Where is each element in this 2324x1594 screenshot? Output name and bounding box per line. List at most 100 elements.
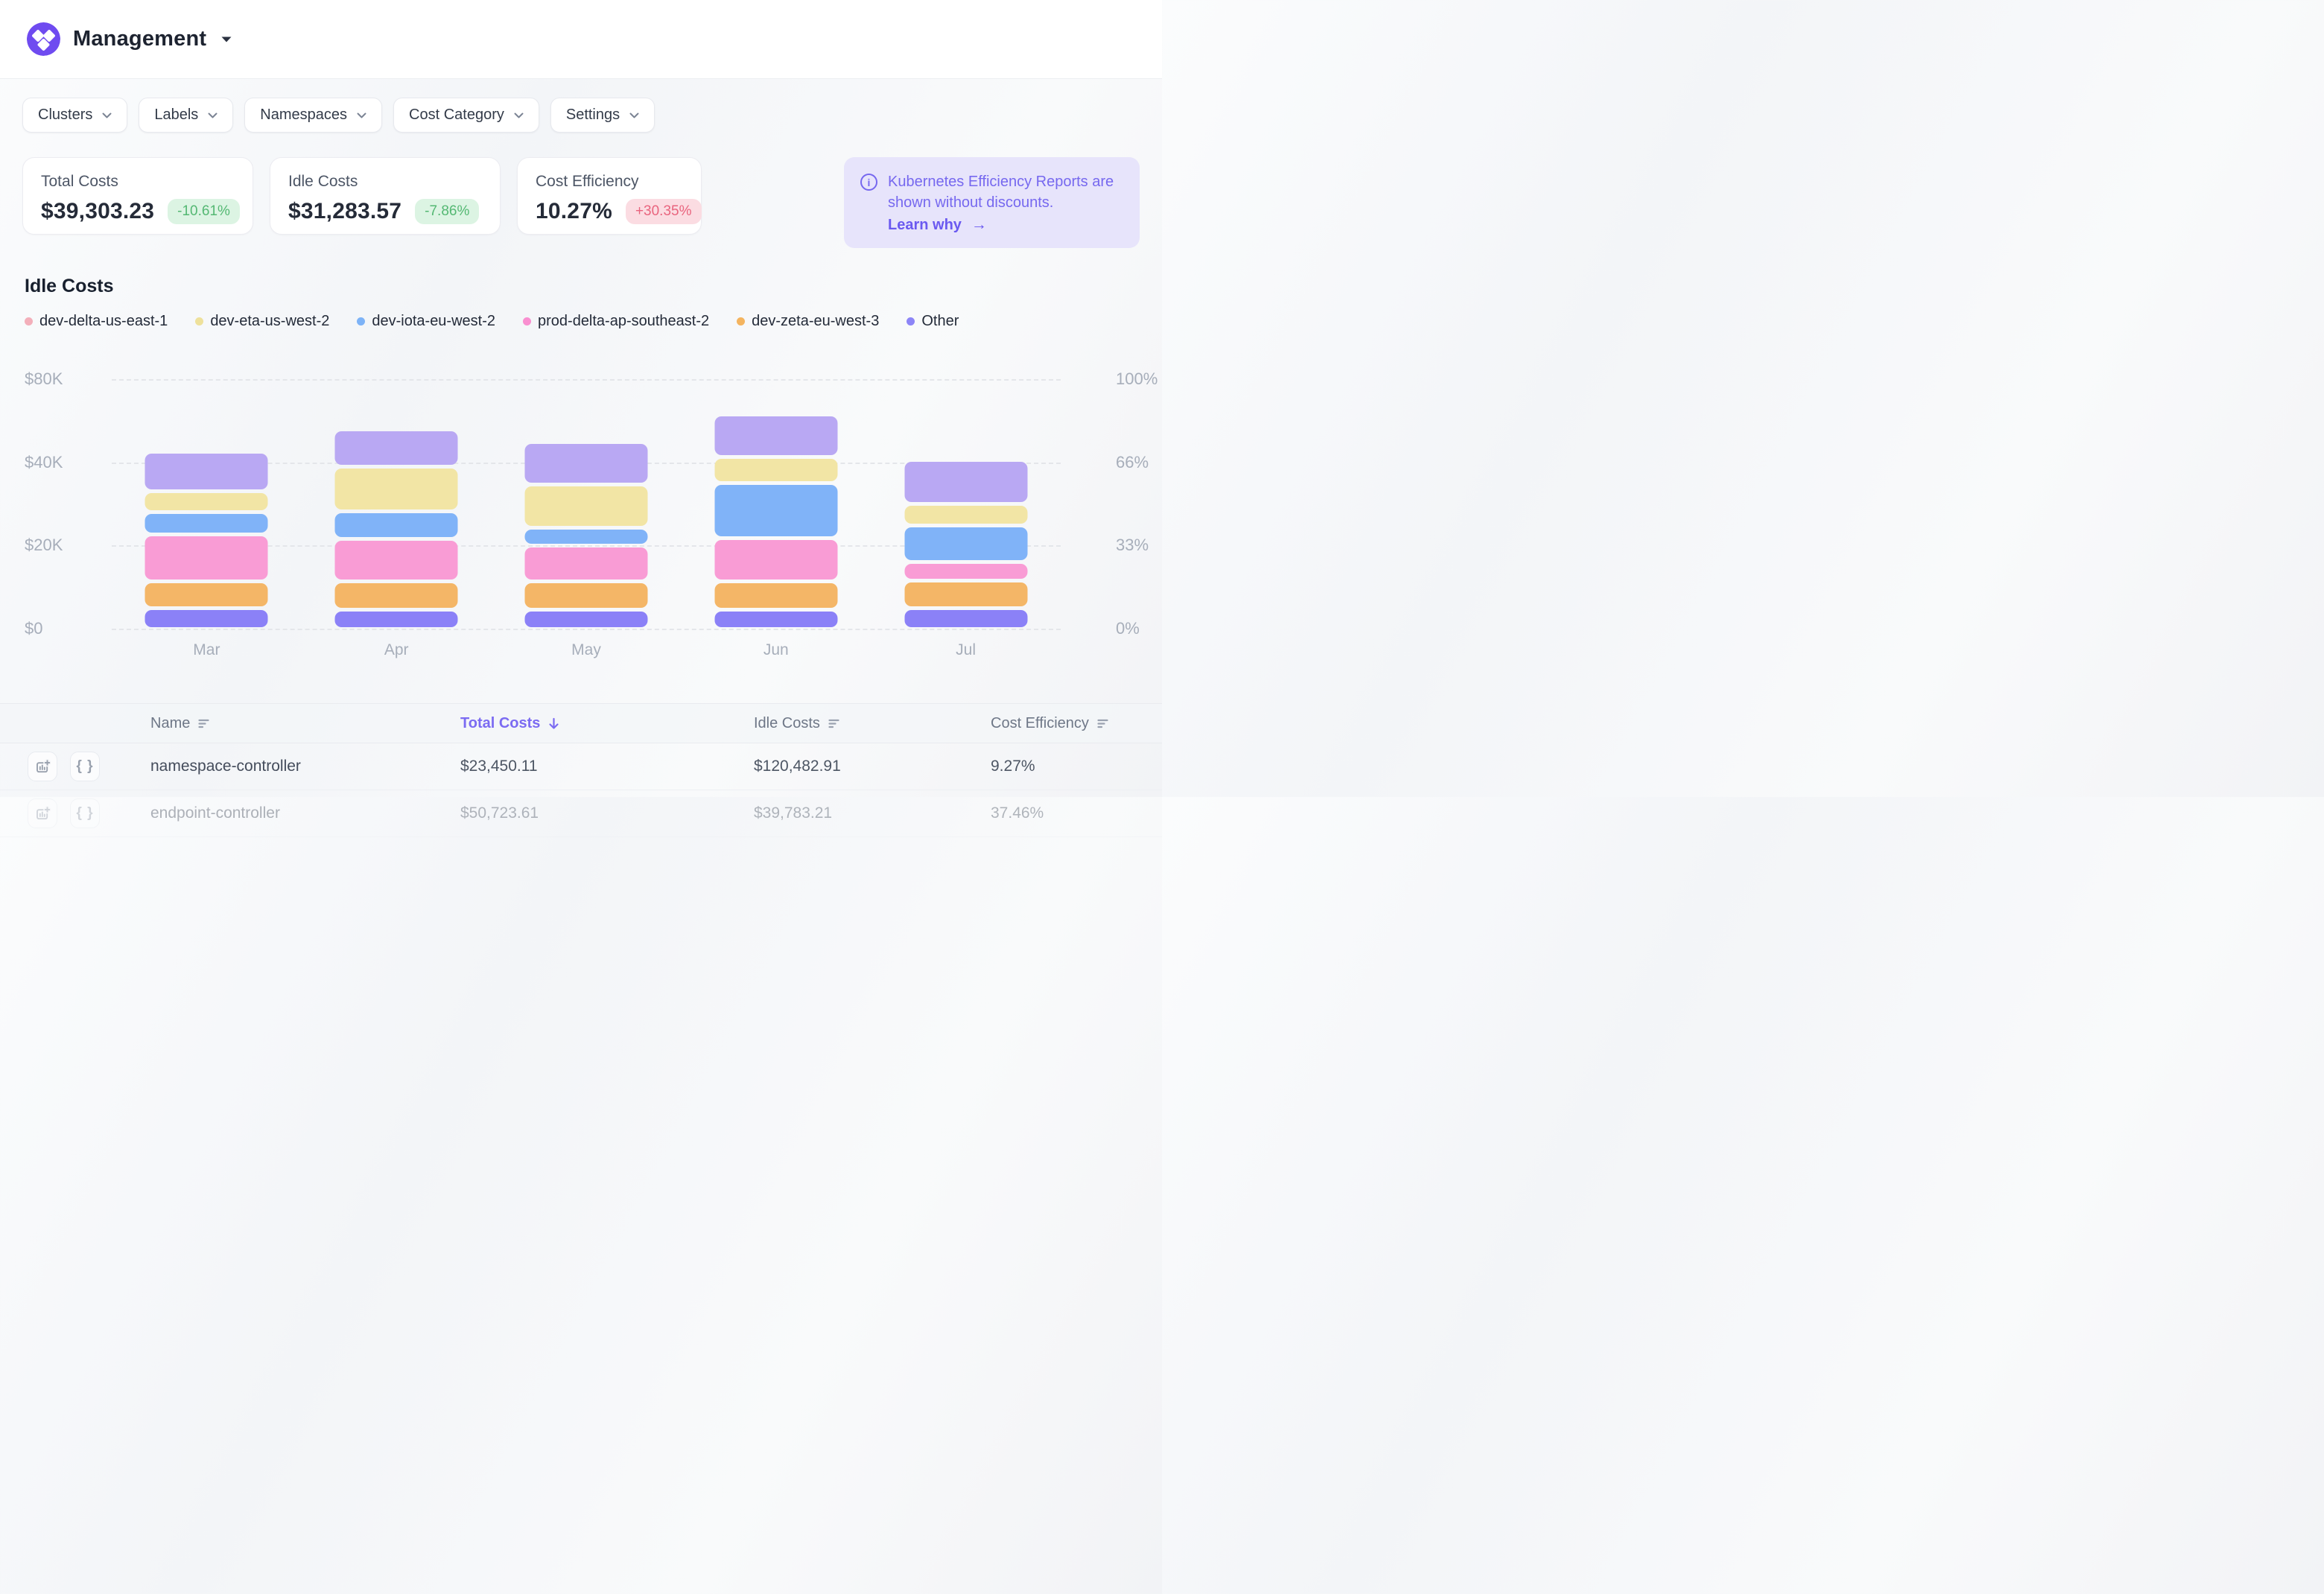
y-axis-left-label: $0 <box>25 619 43 638</box>
stat-delta-badge: -7.86% <box>415 199 480 224</box>
chart-gridline <box>112 379 1061 381</box>
idle-costs-chart: $80K 100% $40K 66% $20K 33% $0 0% Mar Apr May Jun Ju… <box>0 369 1162 679</box>
bar-segment-dev-zeta-eu-west-3 <box>714 583 838 608</box>
cell-cost-efficiency: 9.27% <box>991 758 1035 775</box>
legend-dot-icon <box>907 317 915 326</box>
legend-label: Other <box>921 313 959 329</box>
cell-total-costs: $23,450.11 <box>460 758 538 775</box>
bar-segment-dev-iota-eu-west-2 <box>145 513 268 533</box>
legend-dot-icon <box>357 317 366 326</box>
bar-segment-dev-zeta-eu-west-3 <box>145 583 268 606</box>
filter-label: Labels <box>154 107 199 123</box>
bar-segment-dev-delta-us-east-1 <box>334 431 458 466</box>
bar-jul <box>904 379 1028 629</box>
x-axis-label-apr: Apr <box>384 641 409 658</box>
bar-segment-Other <box>714 611 838 627</box>
filter-bar: Clusters Labels Namespaces Cost Category Set… <box>22 98 1162 133</box>
add-chart-icon <box>36 805 51 819</box>
view-json-button[interactable]: { } <box>70 752 100 781</box>
sort-lines-icon <box>1097 719 1108 728</box>
y-axis-right-label: 100% <box>1116 369 1158 388</box>
filter-cost-category[interactable]: Cost Category <box>393 98 539 133</box>
cell-name: namespace-controller <box>150 758 301 775</box>
legend-item-dev-zeta-eu-west-3[interactable]: dev-zeta-eu-west-3 <box>737 313 879 330</box>
column-header-name[interactable]: Name <box>150 715 460 732</box>
page-title: Management <box>73 27 207 51</box>
legend-label: dev-zeta-eu-west-3 <box>752 313 880 329</box>
learn-why-link[interactable]: Learn why <box>888 217 962 233</box>
row-actions: { } <box>0 798 150 828</box>
info-icon: i <box>860 174 877 191</box>
table-row[interactable]: { } endpoint-controller $50,723.61 $39,783.… <box>0 790 1162 837</box>
banner-text: Kubernetes Efficiency Reports are shown … <box>888 174 1114 211</box>
table-row[interactable]: { } namespace-controller $23,450.11 $120,48… <box>0 743 1162 790</box>
bar-segment-dev-eta-us-west-2 <box>714 459 838 481</box>
y-axis-right-label: 0% <box>1116 619 1140 638</box>
bar-segment-prod-delta-ap-southeast-2 <box>145 536 268 580</box>
filter-label: Cost Category <box>409 107 504 123</box>
stat-label: Cost Efficiency <box>536 173 639 190</box>
column-header-label: Idle Costs <box>754 714 820 731</box>
controllers-table: Name Total Costs Idle Costs Cost Efficiency… <box>0 703 1162 837</box>
bar-segment-Other <box>524 612 648 627</box>
stat-card-idle-costs: Idle Costs $31,283.57 -7.86% <box>270 157 501 235</box>
table-header-row: Name Total Costs Idle Costs Cost Efficiency <box>0 703 1162 743</box>
y-axis-right-label: 33% <box>1116 536 1149 555</box>
app-logo-icon <box>27 22 60 56</box>
chevron-down-icon <box>357 112 366 118</box>
bar-segment-dev-eta-us-west-2 <box>904 506 1028 524</box>
efficiency-banner: i Kubernetes Efficiency Reports are show… <box>844 157 1140 248</box>
legend-item-dev-eta-us-west-2[interactable]: dev-eta-us-west-2 <box>195 313 329 330</box>
y-axis-left-label: $40K <box>25 452 63 471</box>
stat-label: Idle Costs <box>288 173 358 190</box>
bar-segment-dev-eta-us-west-2 <box>524 486 648 526</box>
title-dropdown-caret[interactable] <box>220 36 232 43</box>
bar-segment-prod-delta-ap-southeast-2 <box>334 540 458 580</box>
chart-gridline <box>112 629 1061 630</box>
legend-item-dev-iota-eu-west-2[interactable]: dev-iota-eu-west-2 <box>357 313 495 330</box>
bar-segment-dev-delta-us-east-1 <box>714 416 838 456</box>
legend-item-Other[interactable]: Other <box>907 313 959 330</box>
x-axis-label-mar: Mar <box>193 641 220 658</box>
y-axis-left-label: $80K <box>25 369 63 388</box>
arrow-down-icon <box>549 717 559 729</box>
filter-settings[interactable]: Settings <box>550 98 655 133</box>
sort-lines-icon <box>828 719 839 728</box>
chart-legend: dev-delta-us-east-1 dev-eta-us-west-2 dev-… <box>25 313 1162 330</box>
column-header-total-costs[interactable]: Total Costs <box>460 715 754 732</box>
view-json-button[interactable]: { } <box>70 798 100 828</box>
bar-segment-prod-delta-ap-southeast-2 <box>904 563 1028 580</box>
chart-plot-area <box>112 379 1061 630</box>
open-chart-button[interactable] <box>28 752 57 781</box>
filter-clusters[interactable]: Clusters <box>22 98 128 133</box>
add-chart-icon <box>36 758 51 772</box>
open-chart-button[interactable] <box>28 798 57 828</box>
bar-segment-prod-delta-ap-southeast-2 <box>524 547 648 580</box>
chevron-down-icon <box>629 112 639 118</box>
legend-label: dev-iota-eu-west-2 <box>372 313 495 329</box>
arrow-right-icon: → <box>971 216 987 233</box>
column-header-label: Cost Efficiency <box>991 714 1089 731</box>
filter-namespaces[interactable]: Namespaces <box>244 98 383 133</box>
column-header-label: Total Costs <box>460 714 541 731</box>
filter-label: Clusters <box>38 107 93 123</box>
bar-segment-dev-eta-us-west-2 <box>334 469 458 509</box>
curly-braces-icon: { } <box>76 805 94 821</box>
bar-segment-dev-zeta-eu-west-3 <box>334 583 458 609</box>
bar-segment-dev-iota-eu-west-2 <box>334 512 458 537</box>
column-header-cost-efficiency[interactable]: Cost Efficiency <box>991 715 1162 732</box>
chart-gridline <box>112 545 1061 547</box>
bar-segment-prod-delta-ap-southeast-2 <box>714 540 838 580</box>
x-axis-label-may: May <box>571 641 601 658</box>
filter-labels[interactable]: Labels <box>139 98 234 133</box>
chevron-down-icon <box>102 112 112 118</box>
chevron-down-icon <box>221 36 232 42</box>
stat-card-cost-efficiency: Cost Efficiency 10.27% +30.35% <box>517 157 702 235</box>
curly-braces-icon: { } <box>76 758 94 774</box>
column-header-idle-costs[interactable]: Idle Costs <box>754 715 991 732</box>
legend-item-prod-delta-ap-southeast-2[interactable]: prod-delta-ap-southeast-2 <box>523 313 709 330</box>
filter-label: Settings <box>565 107 620 123</box>
bar-segment-dev-zeta-eu-west-3 <box>524 583 648 609</box>
legend-item-dev-delta-us-east-1[interactable]: dev-delta-us-east-1 <box>25 313 168 330</box>
legend-label: dev-delta-us-east-1 <box>39 313 168 329</box>
